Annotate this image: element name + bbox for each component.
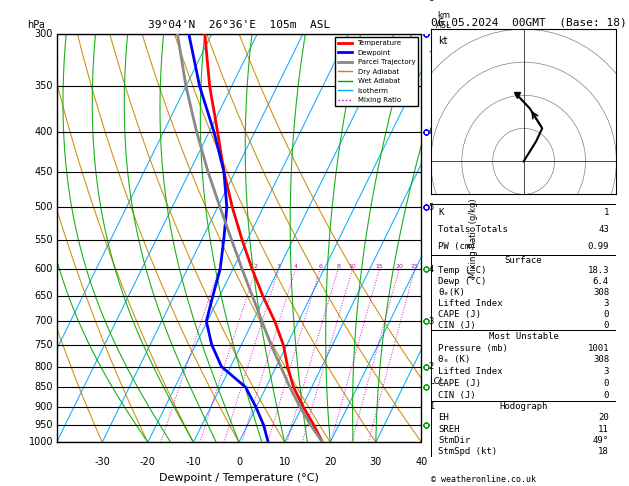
Text: 20: 20 [395,264,403,269]
Text: Lifted Index: Lifted Index [438,367,503,376]
Text: θₑ (K): θₑ (K) [438,355,470,364]
Text: 18: 18 [598,447,609,456]
Text: 700: 700 [35,316,53,326]
Text: Pressure (mb): Pressure (mb) [438,344,508,353]
Text: 0: 0 [604,321,609,330]
Text: 0: 0 [604,379,609,388]
Text: EH: EH [438,414,449,422]
Text: Dewpoint / Temperature (°C): Dewpoint / Temperature (°C) [159,473,319,483]
Text: 2: 2 [429,362,434,371]
Text: © weatheronline.co.uk: © weatheronline.co.uk [431,474,536,484]
Text: 18.3: 18.3 [587,266,609,276]
Text: 4: 4 [429,264,434,274]
Text: Totals Totals: Totals Totals [438,225,508,234]
Text: 6: 6 [318,264,322,269]
Text: 1: 1 [429,402,434,411]
Text: K: K [438,208,443,217]
Text: 300: 300 [35,29,53,39]
Text: 1: 1 [217,264,221,269]
Text: 7: 7 [429,52,434,60]
Text: km
ASL: km ASL [435,11,451,30]
Text: 43: 43 [598,225,609,234]
Text: 6.4: 6.4 [593,277,609,286]
Legend: Temperature, Dewpoint, Parcel Trajectory, Dry Adiabat, Wet Adiabat, Isotherm, Mi: Temperature, Dewpoint, Parcel Trajectory… [335,37,418,106]
Text: SREH: SREH [438,425,460,434]
Text: -20: -20 [140,456,156,467]
Text: 3: 3 [604,367,609,376]
Title: 39°04'N  26°36'E  105m  ASL: 39°04'N 26°36'E 105m ASL [148,20,330,31]
Text: 15: 15 [376,264,383,269]
Text: Temp (°C): Temp (°C) [438,266,487,276]
Text: 308: 308 [593,288,609,297]
Text: 1001: 1001 [587,344,609,353]
Text: 550: 550 [35,235,53,244]
Text: θₑ(K): θₑ(K) [438,288,465,297]
Text: 350: 350 [35,81,53,91]
Text: 4: 4 [294,264,298,269]
Text: CIN (J): CIN (J) [438,391,476,400]
Text: CIN (J): CIN (J) [438,321,476,330]
Text: 0: 0 [604,310,609,319]
Text: 3: 3 [604,299,609,308]
Text: 1000: 1000 [28,437,53,447]
Text: 308: 308 [593,355,609,364]
Text: 6: 6 [429,127,434,136]
Text: 600: 600 [35,264,53,274]
Text: CAPE (J): CAPE (J) [438,310,481,319]
Text: kt: kt [438,36,448,46]
Text: 3: 3 [277,264,281,269]
Text: 1: 1 [604,208,609,217]
Text: 8: 8 [337,264,340,269]
Text: 900: 900 [35,401,53,412]
Text: 10: 10 [348,264,357,269]
Text: CAPE (J): CAPE (J) [438,379,481,388]
Text: 0.99: 0.99 [587,242,609,251]
Text: 20: 20 [324,456,337,467]
Text: 06.05.2024  00GMT  (Base: 18): 06.05.2024 00GMT (Base: 18) [431,17,626,27]
Text: 5: 5 [429,203,434,212]
Text: -30: -30 [94,456,110,467]
Text: 500: 500 [35,202,53,212]
Text: 450: 450 [35,167,53,176]
Text: 0: 0 [236,456,242,467]
Text: StmSpd (kt): StmSpd (kt) [438,447,498,456]
Text: 0: 0 [604,391,609,400]
Text: hPa: hPa [28,20,45,30]
Text: Hodograph: Hodograph [499,402,548,411]
Text: 650: 650 [35,291,53,301]
Text: 950: 950 [35,420,53,430]
Text: -10: -10 [186,456,201,467]
Text: LCL: LCL [429,377,444,385]
Text: Mixing Ratio (g/kg): Mixing Ratio (g/kg) [469,198,478,278]
Text: 850: 850 [35,382,53,392]
Text: 8: 8 [429,0,434,3]
Text: 20: 20 [598,414,609,422]
Text: 25: 25 [411,264,419,269]
Text: Surface: Surface [505,256,542,264]
Text: 800: 800 [35,362,53,372]
Text: 30: 30 [370,456,382,467]
Text: StmDir: StmDir [438,435,470,445]
Text: Lifted Index: Lifted Index [438,299,503,308]
Text: 11: 11 [598,425,609,434]
Text: 750: 750 [35,340,53,350]
Text: PW (cm): PW (cm) [438,242,476,251]
Text: 10: 10 [279,456,291,467]
Text: 2: 2 [254,264,258,269]
Text: Most Unstable: Most Unstable [489,332,559,341]
Text: 49°: 49° [593,435,609,445]
Text: 400: 400 [35,126,53,137]
Text: 3: 3 [429,317,434,326]
Text: Dewp (°C): Dewp (°C) [438,277,487,286]
Text: 40: 40 [415,456,428,467]
